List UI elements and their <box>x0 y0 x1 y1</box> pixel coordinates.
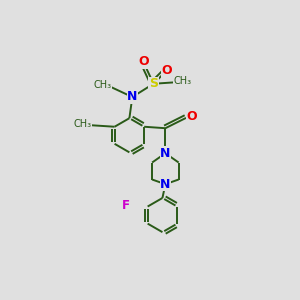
Text: O: O <box>187 110 197 123</box>
Text: N: N <box>160 147 171 160</box>
Text: CH₃: CH₃ <box>74 119 92 129</box>
Text: CH₃: CH₃ <box>174 76 192 86</box>
Text: S: S <box>149 77 158 90</box>
Text: F: F <box>122 199 130 212</box>
Text: CH₃: CH₃ <box>94 80 112 90</box>
Text: N: N <box>127 91 137 103</box>
Text: O: O <box>138 55 148 68</box>
Text: N: N <box>160 178 171 191</box>
Text: O: O <box>161 64 172 77</box>
